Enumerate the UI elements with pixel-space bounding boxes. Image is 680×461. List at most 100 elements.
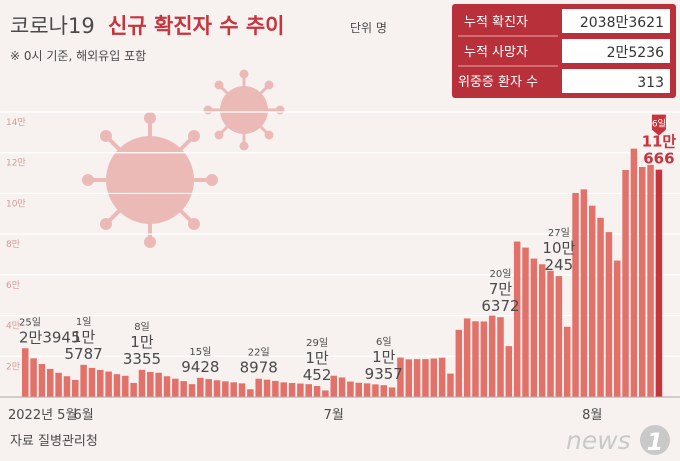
bar	[188, 384, 196, 397]
bar	[380, 385, 388, 397]
logo-number: 1	[647, 428, 664, 456]
bar	[597, 217, 604, 397]
bar	[555, 276, 563, 397]
virus-large-icon	[82, 112, 218, 248]
bar	[472, 321, 479, 397]
bar	[305, 384, 312, 397]
bar	[422, 359, 429, 397]
y-tick-label: 12만	[6, 158, 26, 169]
x-tick-label: 8월	[582, 408, 602, 423]
annotation-date: 20일	[490, 268, 512, 280]
bar	[447, 373, 454, 397]
bar	[130, 382, 137, 397]
x-tick-label: 7월	[324, 408, 344, 423]
bar	[80, 364, 87, 397]
annotation-date: 1일	[76, 316, 92, 328]
annotation-value: 5787	[65, 345, 103, 363]
stat-label-cases: 누적 확진자	[464, 15, 528, 30]
bar	[605, 232, 613, 397]
bar	[480, 321, 488, 397]
bar	[180, 381, 187, 397]
bar	[372, 384, 379, 397]
bar	[580, 189, 588, 397]
bar	[113, 374, 121, 397]
bar	[313, 386, 321, 397]
bar	[280, 382, 287, 397]
stat-value-critical: 313	[637, 75, 664, 91]
bar	[647, 164, 654, 397]
chart-bars	[22, 148, 663, 397]
bar	[522, 247, 529, 397]
bar	[155, 372, 162, 397]
bar	[38, 364, 46, 397]
annotation-value: 666	[643, 150, 674, 168]
stat-value-deaths: 2만5236	[607, 45, 665, 61]
bar	[55, 372, 62, 397]
annotation-value: 9357	[365, 365, 403, 383]
bar	[463, 318, 471, 397]
bar	[163, 376, 171, 397]
annotation-value: 6372	[481, 297, 519, 315]
bar	[497, 317, 504, 397]
bar	[172, 378, 179, 397]
bar	[205, 379, 212, 397]
bar	[72, 379, 79, 397]
annotation-value: 1만	[130, 333, 154, 351]
bar	[430, 358, 438, 397]
bar	[538, 264, 546, 397]
annotation-value: 1만	[372, 348, 396, 366]
bar	[105, 371, 112, 397]
y-tick-label: 6만	[6, 280, 20, 291]
annotation-value: 8978	[240, 359, 278, 377]
bar	[355, 382, 363, 397]
logo-text: news	[566, 426, 631, 455]
bar	[147, 371, 154, 397]
bar	[363, 383, 371, 397]
note-label: ※ 0시 기준, 해외유입 포함	[10, 49, 146, 63]
annotation-value: 9428	[181, 358, 219, 376]
annotation-value: 245	[545, 256, 574, 274]
highlight-date-marker: 6일	[651, 114, 666, 136]
chart-title-bold: 신규 확진자 수 추이	[108, 14, 285, 38]
bar	[638, 166, 646, 397]
bar	[588, 205, 596, 397]
annotation-value: 3355	[123, 350, 161, 368]
bar	[197, 377, 204, 397]
annotation-date: 25일	[19, 316, 41, 328]
annotation-value: 2만3945	[19, 328, 81, 346]
bar	[247, 389, 254, 397]
annotation-date: 22일	[248, 347, 270, 359]
virus-small-icon	[203, 69, 285, 151]
bar	[47, 368, 54, 397]
bar	[322, 390, 329, 397]
annotation-date: 29일	[306, 337, 328, 349]
bar	[572, 192, 579, 397]
annotation-date: 6일	[652, 119, 666, 130]
annotation-date: 6일	[376, 336, 392, 348]
bar	[138, 369, 146, 397]
y-tick-label: 8만	[6, 239, 20, 250]
bar	[230, 382, 237, 397]
annotation-value: 1만	[305, 349, 329, 367]
bar	[397, 357, 404, 397]
date-pin-icon	[651, 114, 666, 136]
bar	[88, 367, 96, 397]
bar	[288, 382, 296, 397]
bar	[547, 270, 554, 397]
bar	[655, 169, 663, 397]
bar	[122, 375, 129, 397]
annotation-value: 11만	[642, 133, 677, 151]
stat-label-critical: 위중증 환자 수	[458, 75, 538, 90]
stat-value-cases: 2038만3621	[580, 15, 664, 31]
bar	[238, 383, 246, 397]
bar	[338, 377, 346, 397]
x-tick-label: 2022년 5월	[8, 408, 77, 423]
bar	[63, 376, 71, 397]
x-tick-label: 6월	[73, 408, 93, 423]
bar	[22, 348, 29, 397]
bar	[347, 381, 354, 397]
